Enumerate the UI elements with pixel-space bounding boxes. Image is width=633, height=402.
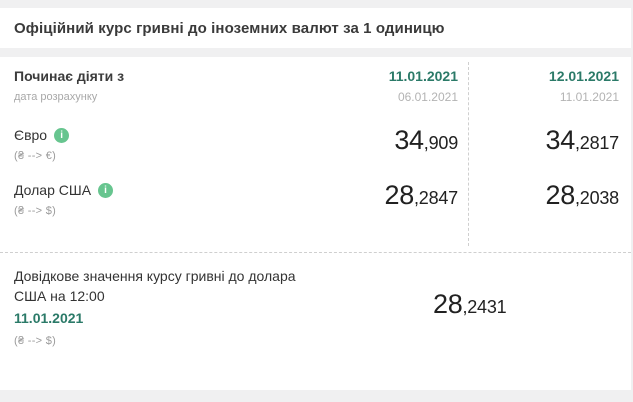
table-header-row: Починає діяти з дата розрахунку 11.01.20… [14,68,619,104]
header-date-col-2: 12.01.2021 11.01.2021 [467,68,619,104]
column-dashed-separator [468,62,469,246]
reference-rate-int: 28 [433,289,463,319]
rates-card: Починає діяти з дата розрахунку 11.01.20… [0,57,631,390]
euro-rate-col-2: 34,2817 [467,125,620,155]
reference-section: Довідкове значення курсу гривні до долар… [14,266,314,348]
effective-date-1: 11.01.2021 [388,68,458,84]
dollar-rate-1-int: 28 [384,180,415,210]
euro-rate-1-int: 34 [394,125,424,155]
dollar-rate-col-1: 28,2847 [306,180,459,210]
section-dashed-separator [0,252,631,253]
dollar-rate-2-dec: ,2038 [574,188,619,208]
dollar-pair-label: (₴ --> $) [14,205,57,217]
dollar-rate-col-2: 28,2038 [467,180,620,210]
reference-pair-label: (₴ --> $) [14,335,57,347]
calc-date-label: дата розрахунку [14,91,98,103]
dollar-label-cell: Долар США i (₴ --> $) [14,182,306,218]
table-row-dollar: Долар США i (₴ --> $) 28,2847 28,2038 [14,182,619,218]
effective-date-label: Починає діяти з [14,68,125,84]
reference-rate-value: 28,2431 [433,289,507,319]
dollar-name-line: Долар США i [14,182,306,199]
reference-date: 11.01.2021 [14,310,84,326]
header-label-cell: Починає діяти з дата розрахунку [14,68,306,104]
dollar-label: Долар США [14,182,92,198]
reference-rate-dec: ,2431 [462,297,507,317]
page-title: Офіційний курс гривні до іноземних валют… [14,19,445,37]
calc-date-1: 06.01.2021 [397,90,458,104]
info-icon[interactable]: i [98,183,114,198]
euro-rate-2-int: 34 [545,125,576,155]
widget-header: Офіційний курс гривні до іноземних валют… [0,8,631,48]
euro-label-cell: Євро i (₴ --> €) [14,127,306,163]
dollar-rate-2-int: 28 [545,180,576,210]
euro-rate-2-dec: ,2817 [574,133,619,153]
euro-pair-label: (₴ --> €) [14,150,57,162]
euro-label: Євро [14,127,48,143]
effective-date-2: 12.01.2021 [548,68,619,84]
info-icon[interactable]: i [54,128,70,143]
calc-date-2: 11.01.2021 [559,90,619,104]
euro-rate-1-dec: ,909 [423,133,458,153]
reference-title: Довідкове значення курсу гривні до долар… [14,268,296,304]
euro-rate-col-1: 34,909 [306,127,458,154]
dollar-rate-1-dec: ,2847 [413,188,458,208]
table-row-euro: Євро i (₴ --> €) 34,909 34,2817 [14,127,619,163]
header-date-col-1: 11.01.2021 06.01.2021 [306,68,458,104]
euro-name-line: Євро i [14,127,306,144]
